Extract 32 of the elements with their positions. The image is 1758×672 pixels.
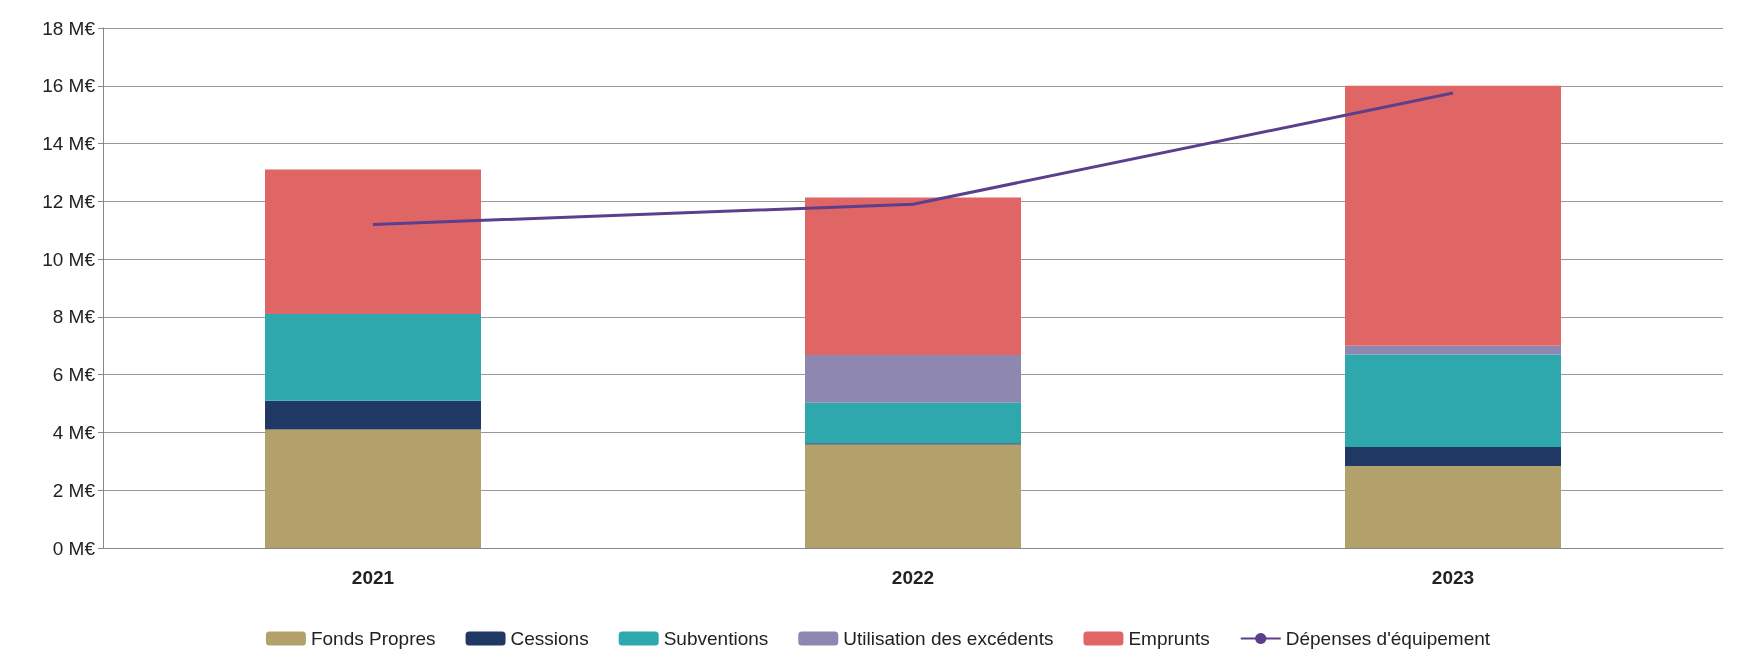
bar [805, 197, 1021, 356]
legend-label: Emprunts [1128, 628, 1210, 649]
bar [265, 400, 481, 430]
y-tick-label: 2 M€ [52, 479, 96, 501]
bar [1345, 354, 1561, 447]
y-tick-label: 18 M€ [42, 17, 96, 39]
bar [805, 444, 1021, 548]
y-tick-label: 14 M€ [42, 133, 96, 155]
x-tick-label: 2023 [1431, 567, 1475, 588]
x-tick-label: 2021 [351, 567, 395, 588]
bar [265, 169, 481, 314]
bar [805, 402, 1021, 444]
bar [1345, 345, 1561, 355]
y-tick-label: 8 M€ [52, 306, 96, 328]
bar [805, 355, 1021, 403]
legend-label: Cessions [510, 628, 589, 649]
legend-label: Subventions [663, 628, 769, 649]
x-tick-label: 2022 [891, 567, 935, 588]
legend-label: Dépenses d'équipement [1285, 628, 1491, 649]
legend-label: Fonds Propres [310, 628, 436, 649]
bar [265, 314, 481, 401]
legend-label: Utilisation des excédents [843, 628, 1054, 649]
bar [265, 429, 481, 548]
bar [1345, 85, 1561, 346]
bar [1345, 446, 1561, 466]
y-tick-label: 4 M€ [52, 421, 96, 443]
y-tick-label: 10 M€ [42, 248, 96, 270]
bar [1345, 465, 1561, 548]
y-tick-label: 0 M€ [52, 537, 96, 559]
y-tick-label: 12 M€ [42, 190, 96, 212]
y-tick-label: 6 M€ [52, 364, 96, 386]
y-tick-label: 16 M€ [42, 75, 96, 97]
